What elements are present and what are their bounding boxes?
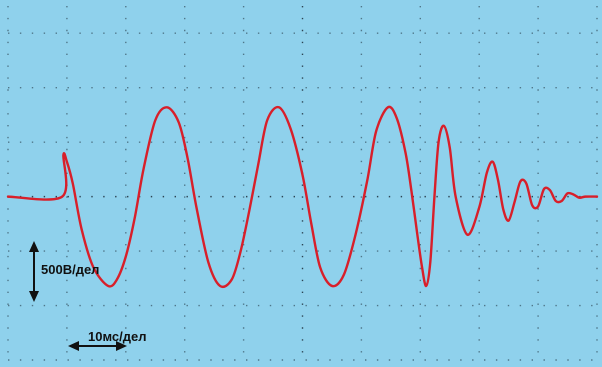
series-trace xyxy=(6,105,599,289)
trace-layer xyxy=(6,105,599,289)
vertical-scale-label: 500В/дел xyxy=(41,262,99,277)
vertical-scale-arrowhead-down xyxy=(29,291,39,302)
horizontal-scale-arrowhead-right xyxy=(116,341,127,351)
horizontal-scale-arrowhead-left xyxy=(68,341,79,351)
horizontal-scale-label: 10мс/дел xyxy=(88,329,147,344)
vertical-scale-arrowhead-up xyxy=(29,241,39,252)
horizontal-scale-indicator: 10мс/дел xyxy=(68,329,147,351)
vertical-scale-indicator: 500В/дел xyxy=(29,241,99,302)
